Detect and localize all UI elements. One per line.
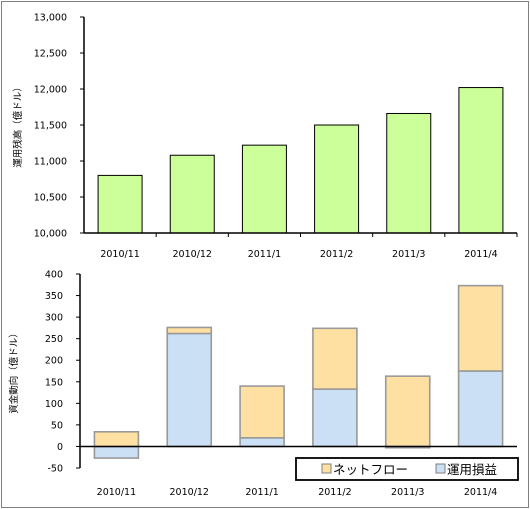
bottom-y-tick-label: 100 <box>45 399 63 410</box>
top-x-tick-label: 2011/1 <box>248 249 281 260</box>
top-x-tick-label: 2011/3 <box>392 249 425 260</box>
top-y-tick-label: 12,500 <box>34 49 67 60</box>
top-y-tick-label: 13,000 <box>34 13 67 24</box>
top-chart: 10,000 10,500 11,000 11,500 12,000 12,500 13,0… <box>12 13 518 260</box>
bottom-bar-investment-pl <box>166 332 213 448</box>
bottom-bar-net-flow <box>93 430 140 448</box>
top-y-tick-label: 11,000 <box>34 157 67 168</box>
bottom-y-tick-label: 150 <box>45 377 63 388</box>
bottom-bar-investment-pl <box>312 388 358 448</box>
bottom-bar-net-flow <box>239 385 285 439</box>
top-bar <box>314 124 360 234</box>
top-bar <box>169 154 215 234</box>
bottom-bar-net-flow <box>384 375 431 448</box>
bottom-chart: -50 0 50 100 150 200 250 300 350 400 2010/11 2010/… <box>8 270 519 498</box>
bottom-x-tick-label: 2011/2 <box>318 487 351 498</box>
top-x-tick-label: 2011/2 <box>320 249 353 260</box>
bottom-y-tick-label: 300 <box>45 313 63 324</box>
top-y-tick-label: 11,500 <box>34 121 67 132</box>
top-x-tick-label: 2011/4 <box>464 249 497 260</box>
bottom-bar-investment-pl <box>457 370 504 448</box>
top-y-tick-label: 10,500 <box>34 193 67 204</box>
top-x-tick-label: 2010/11 <box>100 249 139 260</box>
legend-label-investment-pl: 運用損益 <box>447 462 497 477</box>
top-bar <box>458 87 504 234</box>
bottom-y-tick-label: 350 <box>45 291 63 302</box>
bottom-bar-investment-pl <box>239 437 285 448</box>
bottom-x-tick-label: 2011/4 <box>464 487 497 498</box>
bottom-y-axis-label: 資金動向（億ドル） <box>8 328 20 414</box>
bottom-y-tick-label: -50 <box>47 464 63 475</box>
bottom-bar-investment-pl <box>93 445 140 459</box>
bottom-y-tick-label: 250 <box>45 334 63 345</box>
legend-box <box>295 457 519 481</box>
bottom-y-tick-label: 400 <box>45 270 63 281</box>
top-bar <box>241 144 287 234</box>
bottom-x-tick-label: 2011/1 <box>245 487 278 498</box>
top-y-axis-label: 運用残高（億ドル） <box>12 82 24 168</box>
bottom-bar-net-flow <box>457 284 504 372</box>
top-bar <box>97 174 143 234</box>
top-x-tick-label: 2010/12 <box>173 249 212 260</box>
legend-label-net-flow: ネットフロー <box>333 462 408 477</box>
bottom-x-tick-label: 2011/3 <box>391 487 424 498</box>
legend-swatch-investment-pl <box>435 463 446 474</box>
bottom-y-tick-label: 0 <box>57 442 63 453</box>
bottom-y-tick-label: 200 <box>45 356 63 367</box>
bottom-bar-net-flow <box>166 326 213 335</box>
bottom-y-tick-label: 50 <box>51 420 63 431</box>
bottom-x-tick-label: 2010/11 <box>97 487 136 498</box>
bottom-bar-net-flow <box>312 327 358 390</box>
top-y-tick-label: 12,000 <box>34 85 67 96</box>
bottom-x-tick-label: 2010/12 <box>170 487 209 498</box>
top-y-tick-label: 10,000 <box>34 229 67 240</box>
legend-swatch-net-flow <box>321 463 332 474</box>
legend: ネットフロー 運用損益 <box>295 457 519 481</box>
top-bar <box>386 112 432 234</box>
